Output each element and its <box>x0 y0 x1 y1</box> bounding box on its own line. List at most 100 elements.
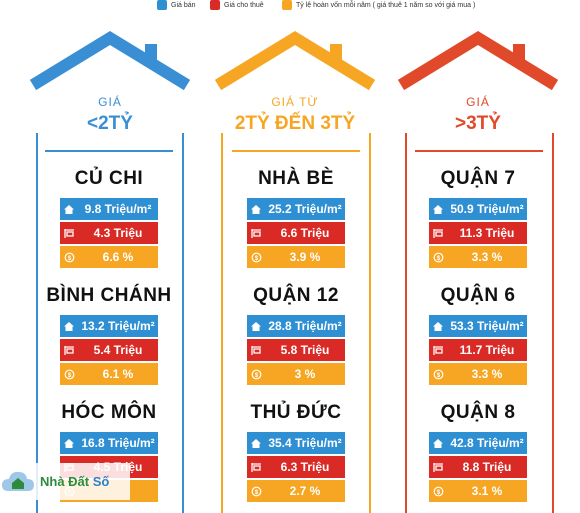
district-block: QUẬN 8 42.8 Triệu/m² 8.8 Triệu $3.1 % <box>398 402 558 504</box>
rent-price-row: 5.8 Triệu <box>247 339 345 361</box>
header-divider <box>232 150 360 152</box>
payback-ratio-row: $3.9 % <box>247 246 345 268</box>
district-block: QUẬN 6 53.3 Triệu/m² 11.7 Triệu $3.3 % <box>398 285 558 387</box>
rent-sign-icon <box>247 462 265 473</box>
legend-item-rent-price: Giá cho thuê <box>210 0 264 10</box>
rent-price-value: 6.6 Triệu <box>280 226 330 240</box>
district-name: QUẬN 12 <box>253 285 339 306</box>
sale-price-row: 50.9 Triệu/m² <box>429 198 527 220</box>
roof-icon <box>214 30 376 90</box>
house-icon <box>247 438 265 449</box>
svg-text:$: $ <box>436 256 440 262</box>
district-block: BÌNH CHÁNH 13.2 Triệu/m² 5.4 Triệu $6.1 % <box>29 285 189 387</box>
legend-item-sale-price: Giá bán <box>157 0 196 10</box>
coin-icon: $ <box>247 369 265 380</box>
payback-ratio-row: $3.3 % <box>429 363 527 385</box>
column-header-under-2b: GIÁ <2TỶ <box>20 95 200 135</box>
rent-price-value: 5.4 Triệu <box>93 343 143 357</box>
rent-price-row: 6.6 Triệu <box>247 222 345 244</box>
rent-sign-icon <box>429 228 447 239</box>
district-name: BÌNH CHÁNH <box>46 285 172 306</box>
payback-ratio-value: 3.1 % <box>471 484 503 498</box>
house-icon <box>247 321 265 332</box>
rent-sign-icon <box>210 0 220 10</box>
payback-ratio-value: 3.9 % <box>289 250 321 264</box>
coin-icon: $ <box>429 369 447 380</box>
rent-price-value: 4.3 Triệu <box>93 226 143 240</box>
payback-ratio-row: $3.1 % <box>429 480 527 502</box>
sale-price-value: 25.2 Triệu/m² <box>268 202 342 216</box>
sale-price-row: 28.8 Triệu/m² <box>247 315 345 337</box>
column-pre-label: GIÁ TỪ <box>271 95 319 109</box>
payback-ratio-row: $2.7 % <box>247 480 345 502</box>
district-block: THỦ ĐỨC 35.4 Triệu/m² 6.3 Triệu $2.7 % <box>216 402 376 504</box>
column-pre-label: GIÁ <box>466 95 490 109</box>
wall-divider <box>182 133 184 513</box>
sale-price-row: 9.8 Triệu/m² <box>60 198 158 220</box>
rent-price-row: 5.4 Triệu <box>60 339 158 361</box>
house-icon <box>247 204 265 215</box>
rent-price-value: 11.3 Triệu <box>459 226 515 240</box>
payback-ratio-row: $6.6 % <box>60 246 158 268</box>
district-name: THỦ ĐỨC <box>250 402 342 423</box>
header-divider <box>45 150 173 152</box>
sale-price-value: 35.4 Triệu/m² <box>268 436 342 450</box>
rent-price-value: 5.8 Triệu <box>280 343 330 357</box>
column-main-label: >3TỶ <box>455 113 501 134</box>
rent-price-row: 11.7 Triệu <box>429 339 527 361</box>
column-main-label: 2TỶ ĐẾN 3TỶ <box>234 113 356 134</box>
sale-price-value: 42.8 Triệu/m² <box>450 436 524 450</box>
sale-price-value: 28.8 Triệu/m² <box>268 319 342 333</box>
sale-price-row: 53.3 Triệu/m² <box>429 315 527 337</box>
payback-ratio-value: 2.7 % <box>289 484 321 498</box>
rent-price-row: 4.3 Triệu <box>60 222 158 244</box>
sale-price-row: 42.8 Triệu/m² <box>429 432 527 454</box>
legend-label: Tỷ lệ hoàn vốn mỗi năm ( giá thuê 1 năm … <box>296 1 476 9</box>
rent-sign-icon <box>429 462 447 473</box>
rent-sign-icon <box>247 228 265 239</box>
coin-icon: $ <box>60 369 78 380</box>
cloud-house-icon <box>2 471 34 491</box>
header-divider <box>415 150 543 152</box>
wall-divider <box>221 133 223 513</box>
district-name: QUẬN 8 <box>440 402 516 423</box>
payback-ratio-value: 3.3 % <box>471 250 503 264</box>
rent-price-value: 11.7 Triệu <box>459 343 515 357</box>
roof-icon <box>397 30 559 90</box>
house-icon <box>60 321 78 332</box>
district-block: NHÀ BÈ 25.2 Triệu/m² 6.6 Triệu $3.9 % <box>216 168 376 270</box>
rent-sign-icon <box>429 345 447 356</box>
rent-price-value: 6.3 Triệu <box>280 460 330 474</box>
district-name: NHÀ BÈ <box>258 168 334 189</box>
legend-label: Giá cho thuê <box>224 1 264 9</box>
sale-price-value: 50.9 Triệu/m² <box>450 202 524 216</box>
rent-price-row: 6.3 Triệu <box>247 456 345 478</box>
payback-ratio-value: 3.3 % <box>471 367 503 381</box>
legend-item-payback-ratio: Tỷ lệ hoàn vốn mỗi năm ( giá thuê 1 năm … <box>282 0 475 10</box>
coin-icon: $ <box>429 486 447 497</box>
rent-sign-icon <box>247 345 265 356</box>
logo-text: Nhà Đất Số <box>40 474 110 489</box>
house-icon <box>157 0 167 10</box>
rent-price-value: 8.8 Triệu <box>462 460 512 474</box>
sale-price-row: 25.2 Triệu/m² <box>247 198 345 220</box>
district-block: CỦ CHI 9.8 Triệu/m² 4.3 Triệu $6.6 % <box>29 168 189 270</box>
coin-icon <box>282 0 292 10</box>
payback-ratio-row: $6.1 % <box>60 363 158 385</box>
svg-text:$: $ <box>67 373 71 379</box>
district-name: HÓC MÔN <box>61 402 157 423</box>
coin-icon: $ <box>429 252 447 263</box>
svg-text:$: $ <box>254 373 258 379</box>
rent-price-row: 11.3 Triệu <box>429 222 527 244</box>
sale-price-row: 16.8 Triệu/m² <box>60 432 158 454</box>
wall-divider <box>552 133 554 513</box>
sale-price-value: 53.3 Triệu/m² <box>450 319 524 333</box>
column-main-label: <2TỶ <box>87 113 133 134</box>
house-icon <box>60 204 78 215</box>
svg-text:$: $ <box>436 373 440 379</box>
house-icon <box>429 321 447 332</box>
district-name: QUẬN 6 <box>440 285 516 306</box>
legend: Giá bán Giá cho thuê Tỷ lệ hoàn vốn mỗi … <box>0 0 580 14</box>
payback-ratio-row: $3.3 % <box>429 246 527 268</box>
sale-price-row: 13.2 Triệu/m² <box>60 315 158 337</box>
